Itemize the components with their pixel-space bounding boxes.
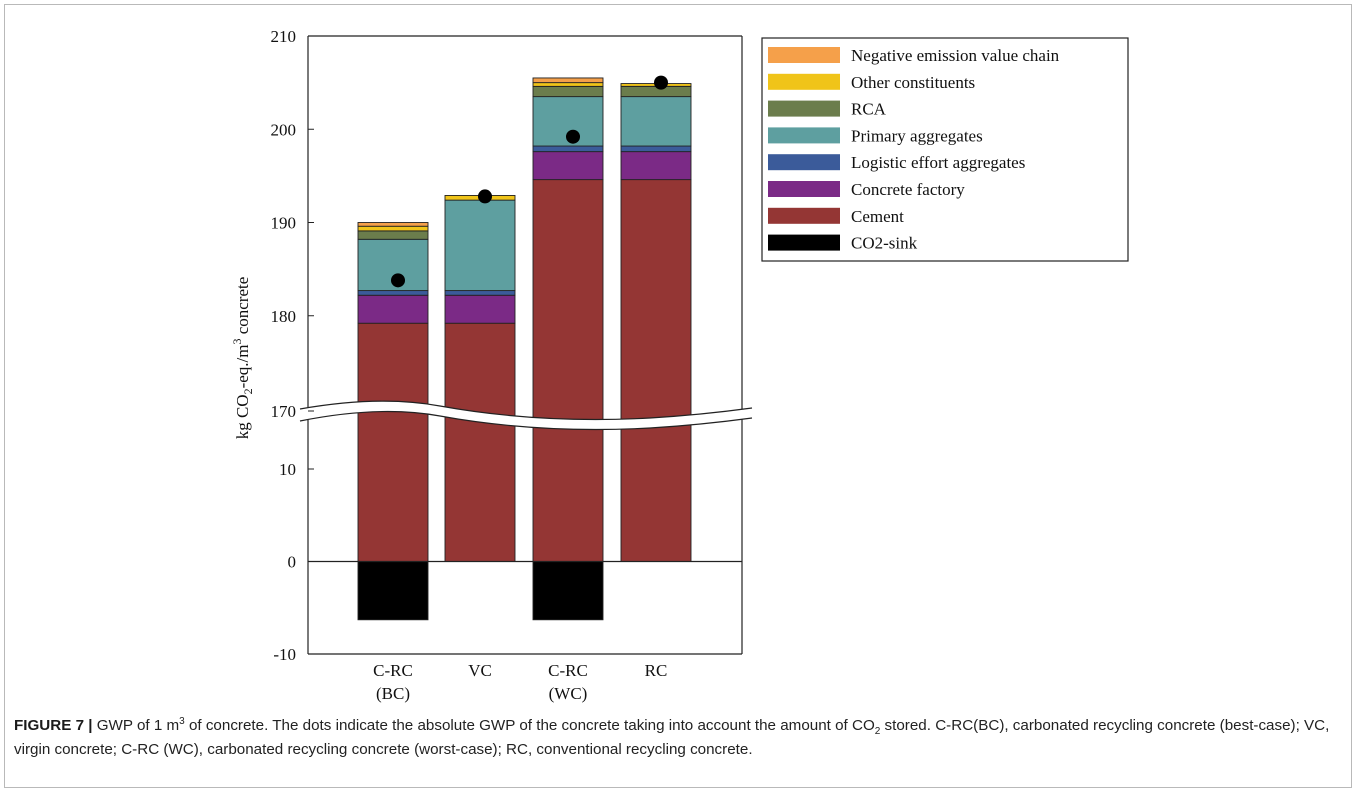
caption-lead: FIGURE 7 | [14, 717, 93, 734]
bar-segment-cement [620, 179, 692, 562]
legend-box [761, 37, 1129, 262]
legend-swatch [768, 100, 840, 117]
x-tick-label: VC [468, 661, 492, 680]
bar-segment-negative-emission-value-chain [357, 222, 429, 227]
y-tick-label: 200 [271, 120, 297, 139]
figure-frame [4, 4, 1352, 788]
legend-label: Primary aggregates [851, 126, 983, 145]
axis-break-line-upper [299, 400, 753, 421]
caption-sup: 3 [179, 715, 185, 727]
bar-segment-logistic-effort-aggregates [444, 290, 516, 296]
bar-segment-rca [532, 85, 604, 98]
bar-segment-concrete-factory [357, 294, 429, 324]
bar-segment-co2-sink [532, 561, 604, 621]
x-tick-label: C-RC [373, 661, 413, 680]
bar-segment-primary-aggregates [620, 96, 692, 147]
absolute-gwp-dot [478, 189, 492, 204]
legend-swatch [768, 234, 840, 251]
caption-text-1: GWP of 1 m [92, 717, 180, 734]
bar-segment-rca [357, 230, 429, 240]
bar-segment-concrete-factory [444, 294, 516, 324]
caption-text-2: of concrete. The dots indicate the absol… [184, 717, 875, 734]
bar-segment-cement [532, 179, 604, 562]
bar-segment-logistic-effort-aggregates [532, 145, 604, 153]
y-tick-label: 180 [271, 307, 297, 326]
legend-label: Other constituents [851, 73, 975, 92]
bar-segment-logistic-effort-aggregates [357, 290, 429, 296]
axis-break-line-lower [299, 410, 753, 431]
bar-segment-logistic-effort-aggregates [620, 145, 692, 153]
legend-label: Negative emission value chain [851, 46, 1060, 65]
caption-text-3: stored. C-RC(BC), carbonated recycling c… [14, 717, 1330, 758]
y-tick-label: 190 [271, 214, 297, 233]
bar-segment-negative-emission-value-chain [532, 77, 604, 84]
bar-segment-concrete-factory [620, 151, 692, 181]
legend-label: CO2-sink [851, 234, 918, 253]
x-tick-label-line2: (BC) [376, 684, 410, 703]
bar-segment-cement [444, 322, 516, 562]
stacked-bar-chart: -10 0 10 170 180 190 200 210 C-RC (BC) VC C-RC (WC) R… [230, 27, 1129, 703]
legend-swatch [768, 127, 840, 144]
axis-break-band [300, 401, 752, 430]
y-tick-label: 170 [271, 402, 297, 421]
bar-segment-other-constituents [357, 225, 429, 232]
bar-segment-rca [620, 85, 692, 98]
legend-swatch [768, 73, 840, 90]
legend-swatch [768, 207, 840, 224]
y-tick-label: 0 [288, 553, 297, 572]
legend-swatch [768, 154, 840, 171]
legend-label: RCA [851, 100, 887, 119]
x-tick-label: RC [645, 661, 668, 680]
y-tick-label: 210 [271, 27, 297, 46]
legend: Negative emission value chain Other const… [761, 37, 1129, 262]
bar-segment-concrete-factory [532, 151, 604, 181]
bar-segment-other-constituents [532, 82, 604, 87]
bar-segment-primary-aggregates [444, 199, 516, 292]
y-tick-label: -10 [273, 645, 296, 664]
absolute-gwp-dot [566, 129, 580, 144]
absolute-gwp-dot [391, 273, 405, 288]
y-axis-label: kg CO2-eq./m3 concrete [230, 277, 255, 440]
legend-label: Concrete factory [851, 180, 965, 199]
bar-segment-cement [357, 322, 429, 562]
x-tick-label-line2: (WC) [549, 684, 588, 703]
legend-label: Cement [851, 207, 904, 226]
legend-swatch [768, 47, 840, 63]
y-tick-label: 10 [279, 460, 296, 479]
legend-label: Logistic effort aggregates [851, 153, 1025, 172]
legend-swatch [768, 181, 840, 197]
x-tick-label: C-RC [548, 661, 588, 680]
caption-sub: 2 [874, 726, 881, 738]
bar-segment-co2-sink [357, 561, 429, 621]
figure-caption: FIGURE 7 | GWP of 1 m3 of concrete. The … [14, 714, 1339, 762]
absolute-gwp-dot [654, 75, 668, 90]
